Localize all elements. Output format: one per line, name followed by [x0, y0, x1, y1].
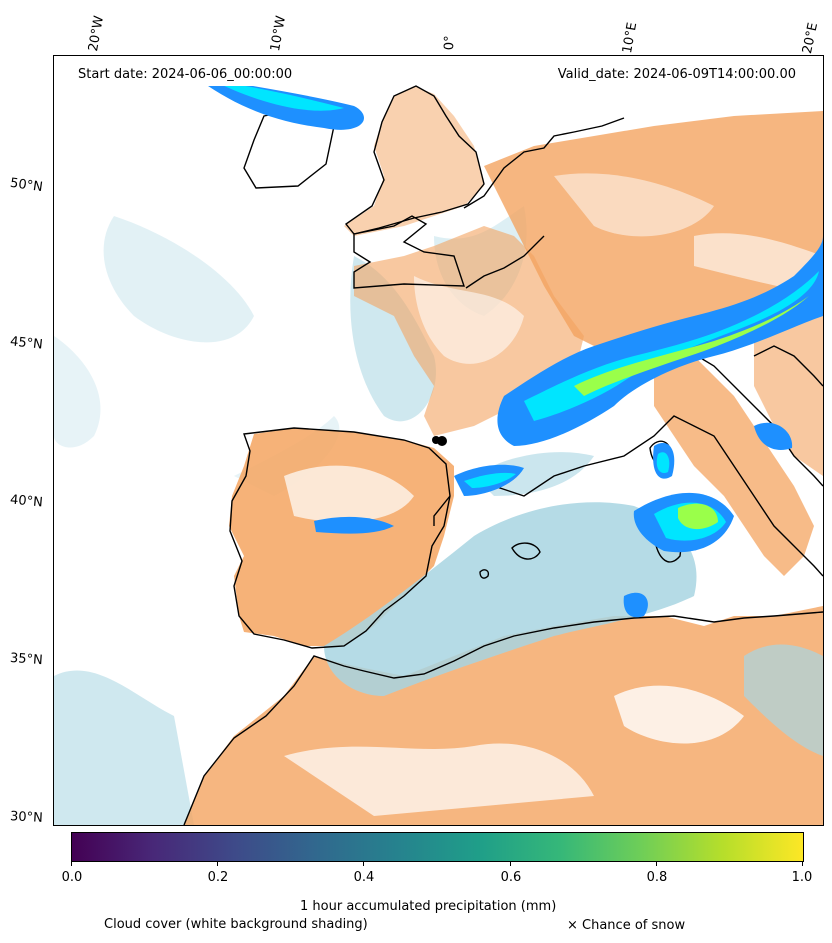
weather-map	[54, 76, 823, 825]
map-panel[interactable]	[53, 55, 824, 826]
colorbar-label: 1 hour accumulated precipitation (mm)	[300, 899, 557, 914]
colorbar-tick-label: 1.0	[791, 870, 813, 885]
latitude-label-35n: 35°N	[9, 650, 44, 669]
colorbar-tick-label: 0.6	[500, 870, 522, 885]
latitude-label-50n: 50°N	[9, 175, 44, 196]
latitude-label-45n: 45°N	[9, 334, 44, 353]
coastline-layer	[183, 85, 823, 825]
valid-date-label: Valid_date: 2024-06-09T14:00:00.00	[551, 64, 802, 86]
precipitation-layer	[194, 76, 823, 618]
colorbar-tick	[802, 861, 803, 866]
longitude-label-20w: 20°W	[86, 14, 108, 53]
latitude-label-40n: 40°N	[9, 492, 44, 511]
colorbar-tick	[71, 861, 72, 866]
colorbar-tick-label: 0.0	[61, 870, 83, 885]
colorbar-tick-label: 0.2	[207, 870, 229, 885]
snow-legend-note: × Chance of snow	[567, 918, 686, 933]
colorbar-tick	[217, 861, 218, 866]
cloud-cover-note: Cloud cover (white background shading)	[104, 917, 368, 932]
start-date-label: Start date: 2024-06-06_00:00:00	[72, 64, 299, 86]
latitude-label-30n: 30°N	[9, 809, 44, 826]
longitude-label-0: 0°	[442, 35, 458, 51]
colorbar-tick-label: 0.4	[353, 870, 375, 885]
longitude-label-20e: 20°E	[800, 21, 822, 56]
colorbar-tick-label: 0.8	[646, 870, 668, 885]
colorbar-tick	[510, 861, 511, 866]
longitude-label-10w: 10°W	[268, 14, 290, 53]
colorbar-tick	[656, 861, 657, 866]
precipitation-colorbar	[71, 832, 804, 862]
snow-marker-cluster	[432, 436, 447, 446]
colorbar-tick	[363, 861, 364, 866]
longitude-label-10e: 10°E	[620, 21, 641, 55]
